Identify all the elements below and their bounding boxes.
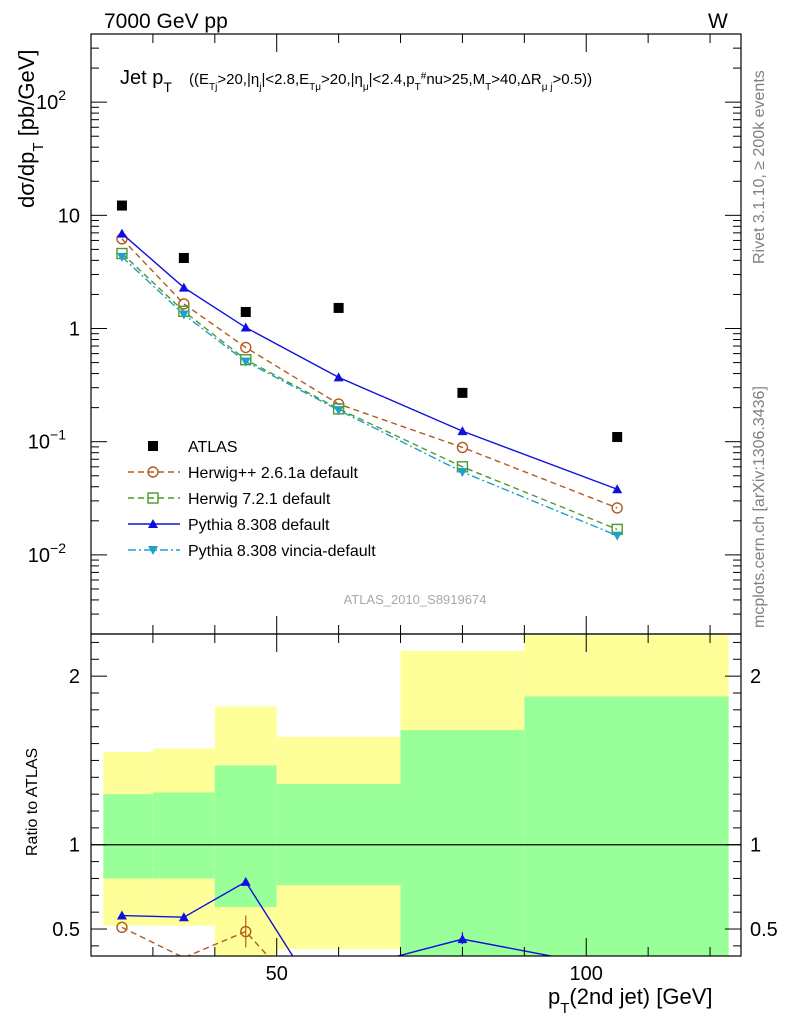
point-herwig-2-6-1a-default-4 [456,441,469,454]
main-y-axis-label: dσ/dpT [pb/GeV] [14,49,47,208]
main-ytick-exponent: 2 [58,87,66,103]
point-pythia-8-308-vincia-default-5 [612,531,623,541]
legend-label-herwig-7-2-1-default: Herwig 7.2.1 default [188,491,331,508]
main-ytick-label: 102 [36,87,66,114]
ratio-ytick-label-right: 1 [750,835,761,857]
legend-label-herwig-2-6-1a-default: Herwig++ 2.6.1a default [188,465,358,482]
series-pythia-8-308-default [116,228,623,494]
ratio-point-pythia-8-308-default-1 [178,912,189,922]
point-herwig-2-6-1a-default-5 [611,502,623,514]
point-pythia-8-308-vincia-default-4 [457,467,468,477]
point-pythia-8-308-default-4 [457,426,468,436]
legend-marker-atlas [148,441,158,451]
line-pythia-8-308-default [121,233,618,490]
series-pythia-8-308-vincia-default [116,252,623,541]
main-ytick-label: 10 [58,205,80,227]
rivet-label: Rivet 3.1.10, ≥ 200k events [751,70,768,264]
point-pythia-8-308-default-5 [612,484,623,494]
main-ytick-exponent: −1 [50,427,66,443]
point-atlas-4 [457,387,468,398]
ratio-point-pythia-8-308-default-0 [116,910,127,920]
main-ytick-exponent: −2 [50,540,66,556]
line-herwig-2-6-1a-default [121,238,618,509]
svg-text:((ETj>20,|ηj|<2.8,ETμ>20,|ημ|<: ((ETj>20,|ηj|<2.8,ETμ>20,|ημ|<2.4,pT#nu>… [189,71,592,93]
legend: ATLAS Herwig++ 2.6.1a default Herwig 7.2.1… [128,439,376,560]
x-tick-label: 50 [266,963,288,985]
point-atlas-3 [333,302,344,313]
main-ytick-label: 1 [69,319,80,341]
band-green-4 [400,730,525,956]
ratio-ytick-label-right: 2 [750,666,761,688]
main-ytick-label: 10−1 [28,427,66,454]
x-tick-label: 100 [570,963,603,985]
point-atlas-5 [612,432,623,443]
point-pythia-8-308-vincia-default-3 [333,406,344,416]
point-atlas-1 [178,252,189,263]
point-atlas-2 [240,306,251,317]
point-herwig-2-6-1a-default-2 [240,341,252,354]
point-herwig-2-6-1a-default-1 [178,298,190,310]
band-green-5 [524,696,729,956]
point-pythia-8-308-default-2 [240,322,251,332]
ratio-line-herwig-2-6-1a-default [121,926,269,956]
main-y-ticks: 10−2 10−1 1 10 102 [28,33,741,635]
process-label: W [708,10,728,33]
main-ytick-label: 10−2 [28,540,66,567]
ratio-y-axis-label: Ratio to ATLAS [24,748,41,856]
mcplots-label: mcplots.cern.ch [arXiv:1306.3436] [751,386,768,628]
point-pythia-8-308-default-1 [178,282,189,292]
ratio-ytick-label-right: 0.5 [750,919,778,941]
point-pythia-8-308-default-0 [116,228,127,238]
point-pythia-8-308-vincia-default-1 [178,310,189,320]
point-atlas-0 [116,200,127,211]
ratio-point-pythia-8-308-default-2 [240,876,251,886]
plot-title: Jet pT ((ETj>20,|ηj|<2.8,ETμ>20,|ημ|<2.4… [120,67,592,95]
line-pythia-8-308-vincia-default [121,256,618,537]
energy-label: 7000 GeV pp [104,10,228,33]
point-pythia-8-308-vincia-default-2 [240,357,251,367]
svg-text:Jet pT: Jet pT [120,67,172,95]
band-green-1 [152,792,215,879]
x-axis-label: pT(2nd jet) [GeV] [548,984,713,1017]
legend-marker-herwig-7-2-1-default [147,492,159,504]
band-green-2 [214,765,277,908]
ratio-line-pythia-8-308-default [121,880,555,956]
analysis-watermark: ATLAS_2010_S8919674 [344,592,487,607]
ratio-ytick-label-left: 1 [69,835,80,857]
point-pythia-8-308-vincia-default-0 [116,252,127,262]
legend-marker-pythia-8-308-default [148,519,158,528]
point-pythia-8-308-default-3 [333,372,344,382]
legend-label-atlas: ATLAS [188,439,238,456]
legend-marker-pythia-8-308-vincia-default [148,546,158,555]
main-series-group [116,200,623,541]
band-green-0 [103,794,153,879]
ratio-ytick-label-left: 2 [69,666,80,688]
legend-marker-herwig-2-6-1a-default [147,466,159,478]
legend-label-pythia-8-308-vincia-default: Pythia 8.308 vincia-default [188,543,376,560]
ratio-series-group [116,876,555,956]
series-atlas [116,200,623,443]
ratio-plot-frame [90,633,742,957]
ratio-ticks: 0.5 0.5 1 1 2 2 50 100 [52,34,778,985]
ratio-point-herwig-2-6-1a-default-0 [116,921,128,934]
band-green-3 [276,784,401,886]
line-herwig-7-2-1-default [121,252,618,531]
ratio-ytick-label-left: 0.5 [52,919,80,941]
legend-label-pythia-8-308-default: Pythia 8.308 default [188,517,330,534]
ratio-uncertainty-bands [91,635,741,956]
